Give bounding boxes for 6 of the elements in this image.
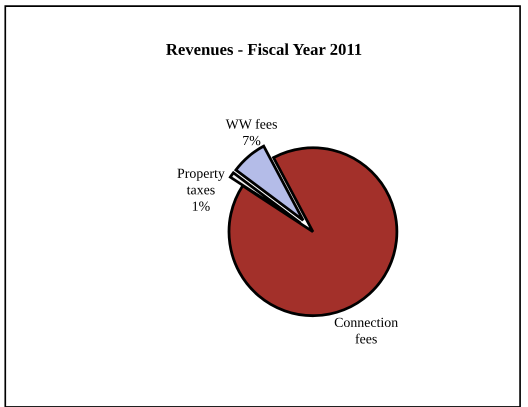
slice-label: WW fees	[226, 118, 277, 129]
slice-label: Connection fees	[334, 318, 398, 344]
data-label: 1%	[192, 202, 210, 211]
slice-label: Property taxes	[177, 168, 225, 194]
data-label: 7%	[243, 136, 260, 146]
chart-title: Revenues - Fiscal Year 2011	[166, 43, 362, 56]
